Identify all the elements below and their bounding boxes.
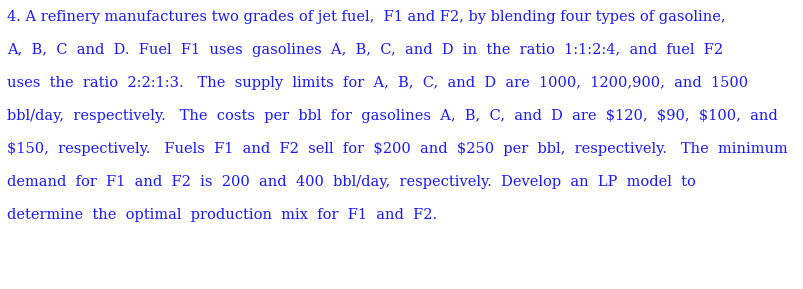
Text: uses  the  ratio  2:2:1:3.   The  supply  limits  for  A,  B,  C,  and  D  are  : uses the ratio 2:2:1:3. The supply limit… (7, 76, 748, 90)
Text: determine  the  optimal  production  mix  for  F1  and  F2.: determine the optimal production mix for… (7, 208, 437, 222)
Text: 4. A refinery manufactures two grades of jet fuel,  F1 and F2, by blending four : 4. A refinery manufactures two grades of… (7, 10, 725, 24)
Text: bbl/day,  respectively.   The  costs  per  bbl  for  gasolines  A,  B,  C,  and : bbl/day, respectively. The costs per bbl… (7, 109, 777, 123)
Text: $150,  respectively.   Fuels  F1  and  F2  sell  for  $200  and  $250  per  bbl,: $150, respectively. Fuels F1 and F2 sell… (7, 142, 787, 156)
Text: demand  for  F1  and  F2  is  200  and  400  bbl/day,  respectively.  Develop  a: demand for F1 and F2 is 200 and 400 bbl/… (7, 175, 695, 189)
Text: A,  B,  C  and  D.  Fuel  F1  uses  gasolines  A,  B,  C,  and  D  in  the  rati: A, B, C and D. Fuel F1 uses gasolines A,… (7, 43, 722, 57)
